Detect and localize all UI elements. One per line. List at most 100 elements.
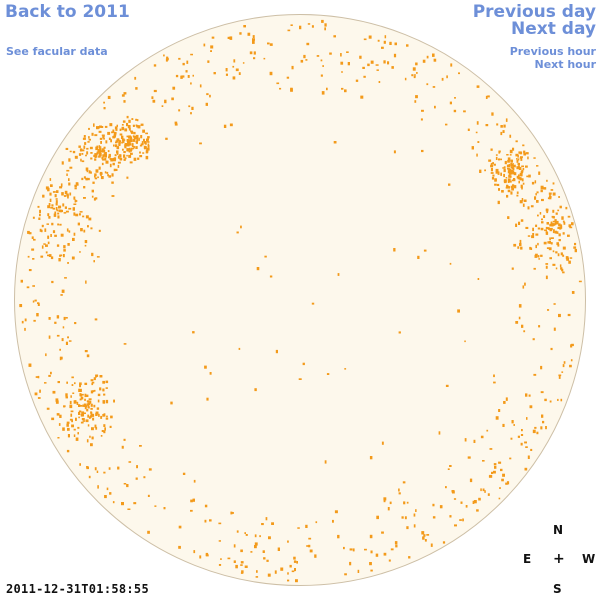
facula-speck: [521, 324, 524, 328]
facula-speck: [510, 185, 514, 189]
facula-speck: [39, 389, 41, 393]
facula-speck: [534, 254, 538, 258]
facula-speck: [265, 517, 268, 521]
facula-speck: [68, 182, 71, 186]
facula-speck: [511, 159, 513, 163]
facula-speck: [320, 74, 323, 77]
facula-speck: [84, 244, 87, 247]
facula-speck: [66, 169, 70, 172]
facula-speck: [491, 112, 494, 116]
facula-speck: [152, 99, 156, 103]
facula-speck: [423, 534, 426, 537]
facula-speck: [69, 400, 72, 405]
facula-speck: [534, 180, 537, 184]
facula-speck: [116, 138, 120, 141]
facula-speck: [148, 468, 152, 471]
facula-speck: [527, 206, 530, 210]
facula-speck: [39, 213, 41, 217]
facula-speck: [85, 419, 89, 423]
next-day-link[interactable]: Next day: [511, 19, 596, 39]
facula-speck: [507, 168, 510, 170]
facula-speck: [126, 484, 129, 488]
facula-speck: [98, 130, 102, 133]
facula-speck: [55, 207, 58, 211]
facula-speck: [457, 309, 460, 313]
facula-speck: [81, 153, 84, 155]
facula-speck: [462, 518, 464, 522]
facula-speck: [109, 123, 113, 127]
facula-speck: [48, 254, 52, 257]
facula-speck: [80, 421, 84, 424]
facula-speck: [81, 393, 84, 396]
facula-speck: [146, 149, 149, 153]
facula-speck: [523, 152, 526, 156]
see-facular-data-link[interactable]: See facular data: [6, 45, 108, 58]
facula-speck: [102, 388, 105, 392]
facula-speck: [28, 232, 32, 235]
facula-speck: [518, 316, 521, 320]
facula-speck: [73, 203, 77, 205]
facula-speck: [432, 516, 436, 519]
facula-speck: [508, 168, 510, 172]
facula-speck: [235, 564, 238, 569]
facula-speck: [293, 560, 297, 563]
facula-speck: [66, 421, 70, 424]
facula-speck: [229, 36, 233, 40]
facula-speck: [107, 131, 111, 135]
facula-speck: [511, 267, 514, 270]
facula-speck: [109, 163, 112, 168]
next-hour-link[interactable]: Next hour: [534, 58, 597, 71]
facula-speck: [123, 151, 126, 154]
facula-speck: [90, 414, 93, 417]
facula-speck: [41, 225, 44, 227]
facula-speck: [140, 123, 144, 126]
facula-speck: [53, 213, 57, 217]
facula-speck: [93, 377, 96, 381]
facula-speck: [383, 60, 386, 64]
facula-speck: [329, 52, 332, 55]
facula-speck: [553, 229, 555, 233]
facula-speck: [349, 561, 352, 566]
previous-day-link[interactable]: Previous day: [472, 2, 596, 22]
facula-speck: [568, 224, 571, 228]
back-to-year-link[interactable]: Back to 2011: [5, 2, 130, 22]
facula-speck: [90, 443, 93, 447]
facula-speck: [47, 213, 50, 217]
facula-speck: [99, 171, 103, 174]
facula-speck: [117, 161, 121, 164]
facula-speck: [100, 172, 102, 177]
facula-speck: [87, 424, 90, 427]
facula-speck: [232, 76, 236, 80]
facula-speck: [55, 398, 59, 402]
facula-speck: [102, 158, 105, 161]
facula-speck: [560, 252, 563, 256]
facula-speck: [129, 149, 132, 152]
facula-speck: [287, 579, 290, 582]
facula-speck: [114, 154, 117, 157]
facula-speck: [112, 135, 116, 139]
facula-speck: [558, 313, 561, 318]
facula-speck: [63, 405, 66, 408]
facula-speck: [128, 135, 132, 138]
previous-hour-link[interactable]: Previous hour: [509, 45, 596, 58]
facula-speck: [347, 62, 350, 66]
facula-speck: [506, 194, 509, 198]
facula-speck: [233, 560, 236, 563]
facula-speck: [79, 463, 81, 466]
facula-speck: [56, 334, 60, 337]
facula-speck: [90, 157, 93, 160]
facula-speck: [552, 209, 555, 213]
facula-speck: [145, 155, 149, 160]
facula-speck: [130, 147, 133, 151]
facula-speck: [240, 572, 243, 574]
facula-speck: [324, 27, 326, 31]
facula-speck: [83, 176, 86, 179]
facula-speck: [494, 183, 497, 186]
facula-speck: [522, 285, 525, 289]
facula-speck: [94, 197, 98, 200]
facula-speck: [534, 196, 537, 200]
facula-speck: [488, 159, 492, 162]
facula-speck: [523, 150, 526, 154]
facula-speck: [243, 25, 246, 28]
facula-speck: [123, 100, 126, 103]
